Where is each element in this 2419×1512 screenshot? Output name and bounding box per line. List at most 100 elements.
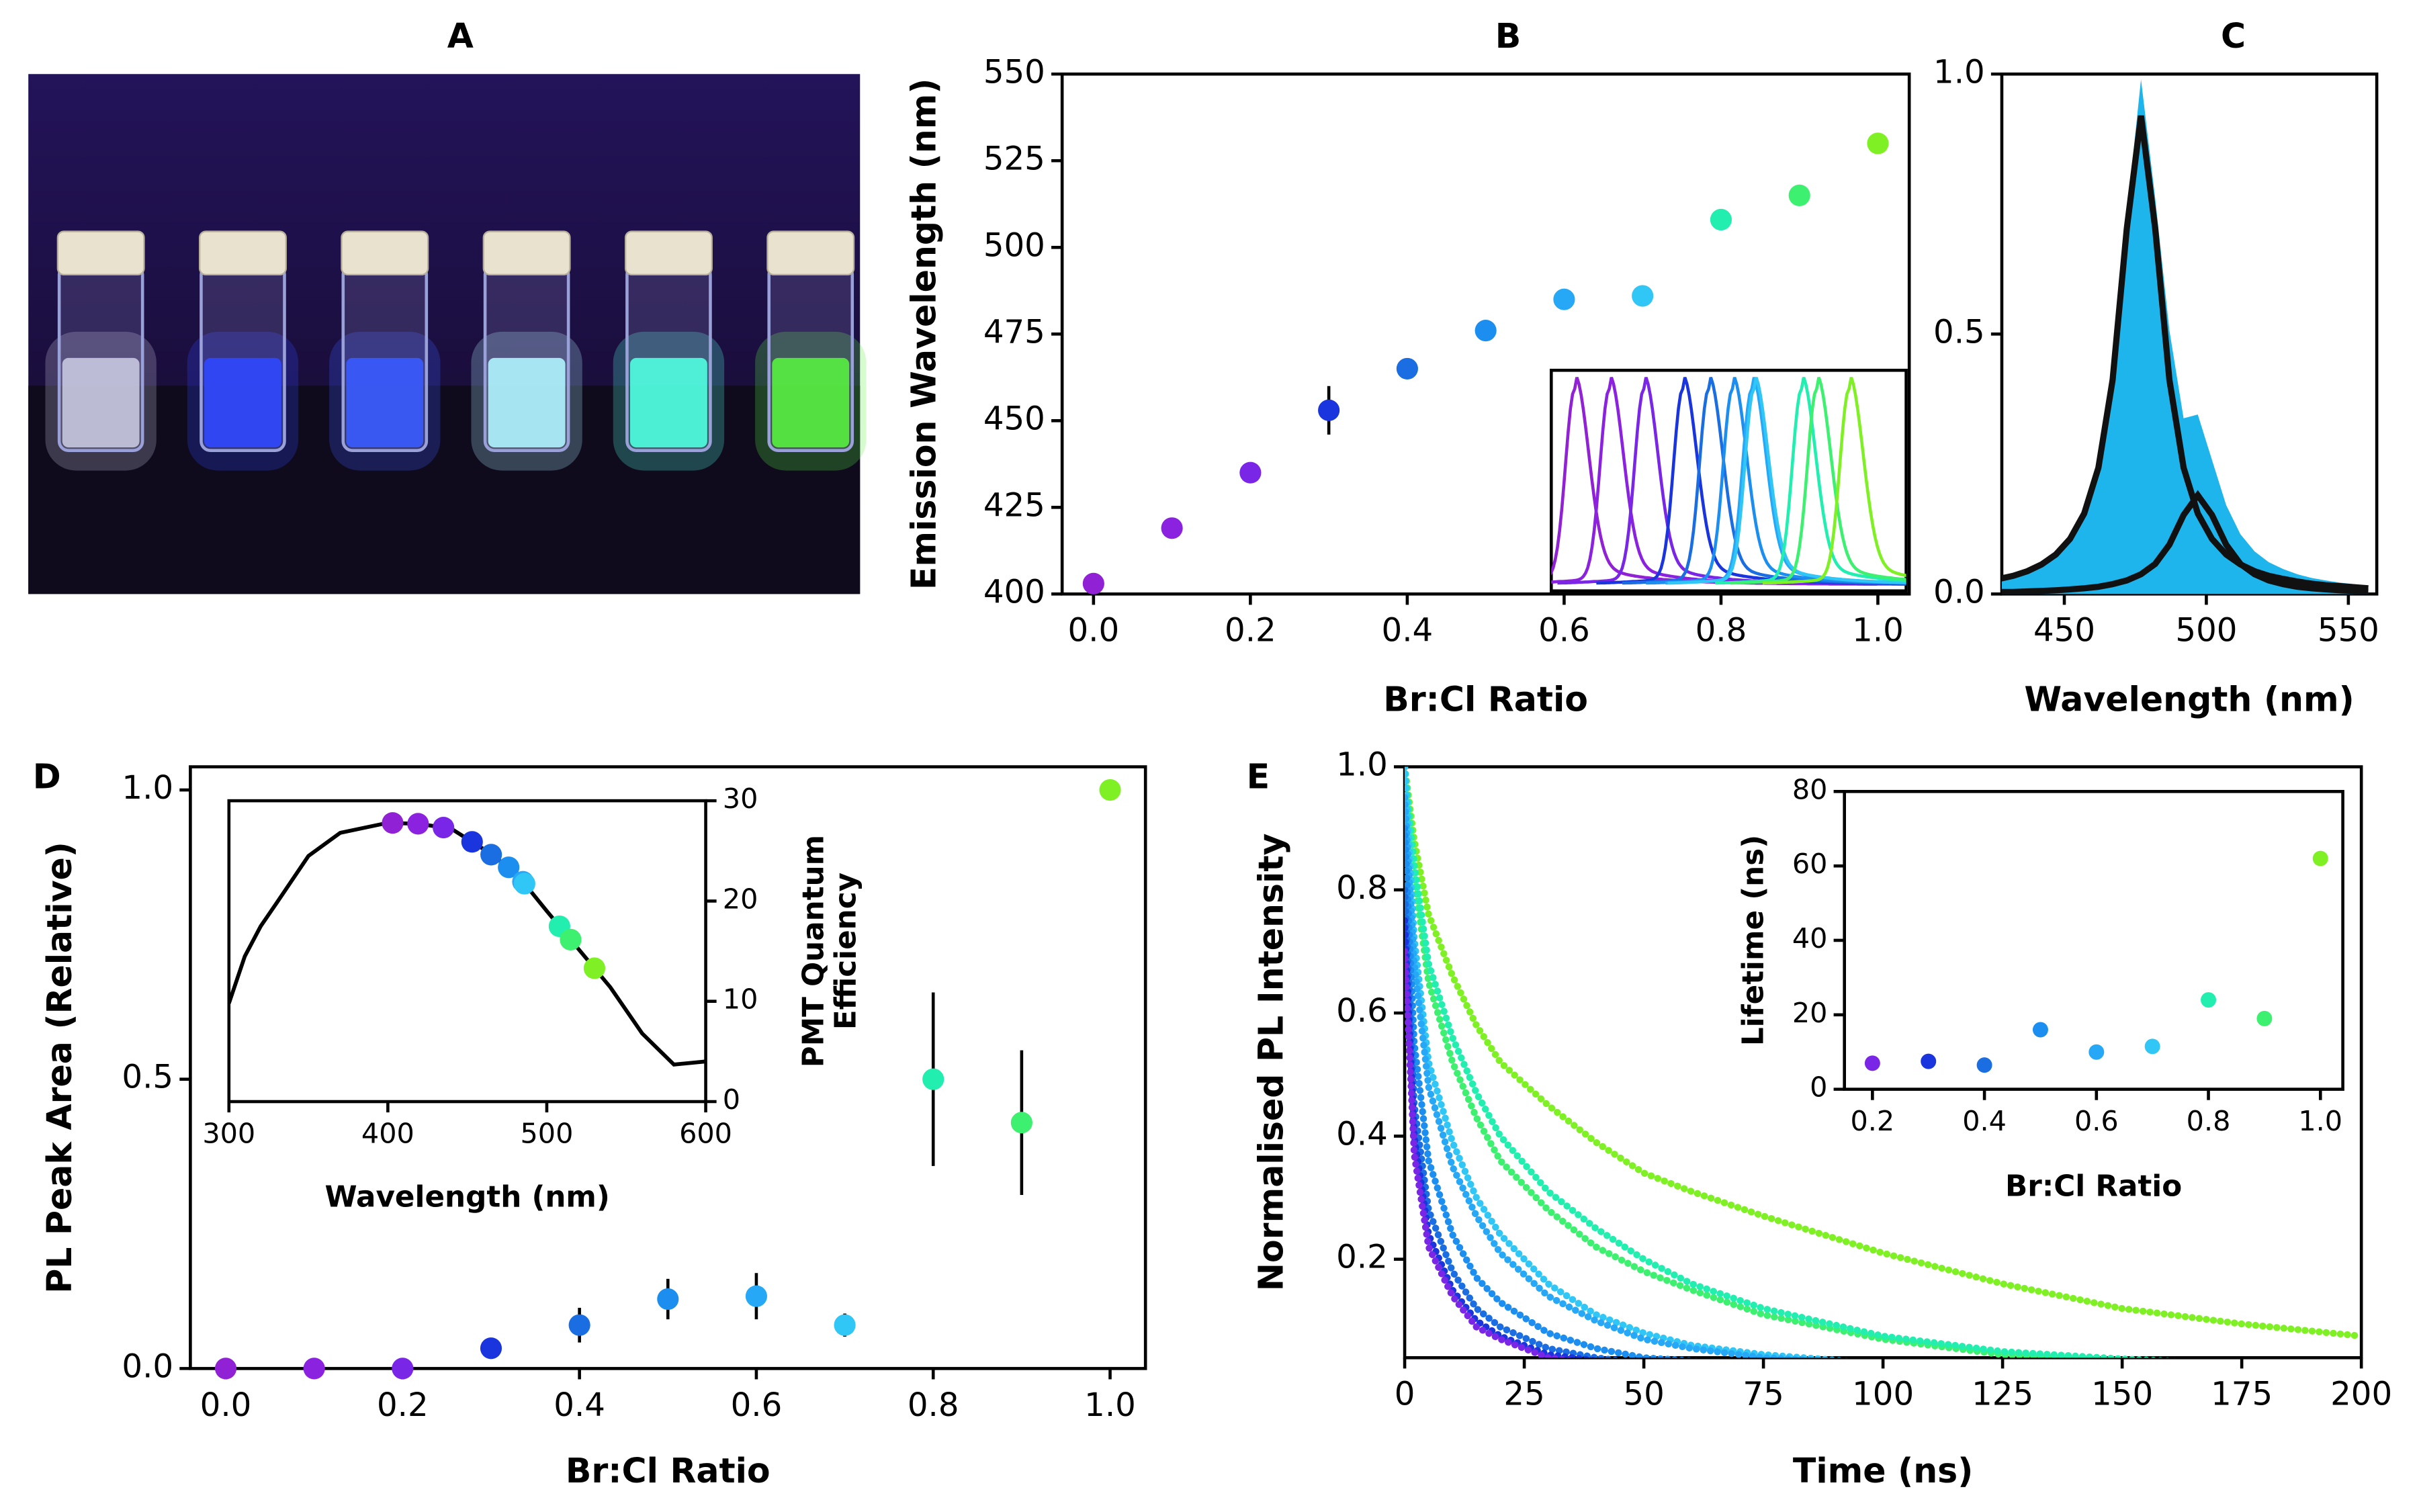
x-tick-label: 100 [1852, 1376, 1914, 1413]
x-tick-label: 0 [1395, 1376, 1415, 1413]
inset-point [461, 831, 483, 853]
y-tick-label: 0.0 [122, 1347, 173, 1385]
x-axis-label: Br:Cl Ratio [1383, 680, 1588, 719]
x-tick-label: 600 [679, 1118, 732, 1150]
x-tick-label: 0.2 [377, 1386, 429, 1424]
vial-cap [482, 230, 571, 276]
data-point [2144, 1038, 2160, 1055]
data-point [480, 1337, 502, 1360]
x-tick-label: 0.4 [554, 1386, 605, 1424]
line [2001, 115, 2369, 592]
x-tick-label: 25 [1503, 1376, 1544, 1413]
x-tick-label: 0.2 [1225, 612, 1276, 650]
vial-cap [341, 230, 429, 276]
data-point [1976, 1057, 1992, 1073]
inset-point [480, 844, 502, 866]
x-tick-label: 0.0 [1068, 612, 1120, 650]
vial-cap [624, 230, 713, 276]
y-tick-label: 0.5 [122, 1059, 173, 1096]
x-tick-label: 550 [2318, 612, 2379, 650]
decay-curve [1405, 766, 2176, 1358]
y-tick-label: 0.0 [1933, 573, 1985, 611]
x-tick-label: 0.2 [1851, 1105, 1895, 1137]
data-point [1864, 1055, 1880, 1071]
decay-curve [1405, 917, 1599, 1358]
y-axis-label: Emission Wavelength (nm) [904, 79, 944, 590]
vial-liquid [346, 357, 424, 448]
data-point [1710, 208, 1732, 231]
x-tick-label: 0.0 [200, 1386, 252, 1424]
data-point [922, 1068, 944, 1090]
x-axis-label: Wavelength (nm) [325, 1180, 610, 1214]
y-axis-label: Normalised PL Intensity [1251, 834, 1290, 1292]
y-tick-label: 0.8 [1336, 869, 1388, 907]
decay-curve [1405, 766, 2362, 1340]
x-tick-label: 1.0 [2298, 1105, 2342, 1137]
y-tick-label: 20 [1792, 997, 1828, 1029]
y-tick-label: 0.4 [1336, 1115, 1388, 1153]
x-axis-label: Br:Cl Ratio [2005, 1169, 2182, 1204]
y-tick-label: 80 [1792, 773, 1828, 805]
y-tick-label: 525 [983, 140, 1045, 177]
data-point [214, 1358, 237, 1380]
x-axis-label: Wavelength (nm) [2024, 680, 2354, 719]
inset-point [382, 812, 404, 834]
x-tick-label: 125 [1972, 1376, 2033, 1413]
data-point [2088, 1044, 2105, 1060]
inset-spectrum [1667, 377, 1906, 585]
data-point [834, 1314, 856, 1336]
decay-curve [1405, 948, 1576, 1358]
x-tick-label: 0.8 [1696, 612, 1747, 650]
y-tick-label: 0.2 [1336, 1239, 1388, 1276]
x-tick-label: 200 [2330, 1376, 2392, 1413]
x-tick-label: 150 [2091, 1376, 2153, 1413]
data-point [2312, 850, 2328, 866]
x-tick-label: 500 [2175, 612, 2237, 650]
y-axis-label: Efficiency [829, 873, 863, 1030]
decay-curve [1405, 766, 2138, 1358]
decay-curve [1405, 886, 1624, 1358]
inset-point [513, 873, 535, 895]
inset-spectrum [1715, 377, 1906, 585]
inset-point [560, 928, 582, 950]
y-tick-label: 475 [983, 313, 1045, 351]
data-point [303, 1358, 325, 1380]
data-point [1239, 461, 1262, 484]
data-point [1396, 357, 1418, 380]
data-point [1161, 517, 1183, 539]
y-tick-label: 0 [723, 1083, 740, 1116]
x-tick-label: 0.4 [1962, 1105, 2007, 1137]
data-point [1867, 132, 1889, 154]
vial-cap [56, 230, 145, 276]
photo-shelf [28, 386, 861, 594]
x-tick-label: 450 [2033, 612, 2095, 650]
y-tick-label: 1.0 [1336, 746, 1388, 784]
panel-title: A [447, 16, 474, 56]
data-point [1921, 1053, 1937, 1069]
y-tick-label: 400 [983, 573, 1045, 611]
y-tick-label: 500 [983, 226, 1045, 264]
inset-point [433, 816, 455, 839]
vial-cap [766, 230, 855, 276]
data-point [1010, 1112, 1032, 1134]
y-tick-label: 0.6 [1336, 992, 1388, 1030]
x-tick-label: 1.0 [1084, 1386, 1136, 1424]
vial-liquid [204, 357, 281, 448]
inset-point [498, 856, 520, 879]
y-tick-label: 40 [1792, 922, 1828, 954]
y-axis-label: PMT Quantum [797, 835, 831, 1067]
panel-title: E [1247, 756, 1270, 796]
decay-curve [1405, 794, 1831, 1358]
vial-liquid [772, 357, 850, 448]
y-tick-label: 10 [723, 983, 758, 1016]
panel-title: D [33, 756, 61, 796]
data-point [1475, 320, 1497, 342]
data-point [745, 1285, 768, 1307]
x-tick-label: 0.8 [908, 1386, 959, 1424]
decay-curve [1405, 825, 1701, 1358]
y-tick-label: 425 [983, 486, 1045, 524]
inset-point [583, 957, 606, 979]
y-tick-label: 60 [1792, 848, 1828, 880]
y-tick-label: 20 [723, 883, 758, 915]
